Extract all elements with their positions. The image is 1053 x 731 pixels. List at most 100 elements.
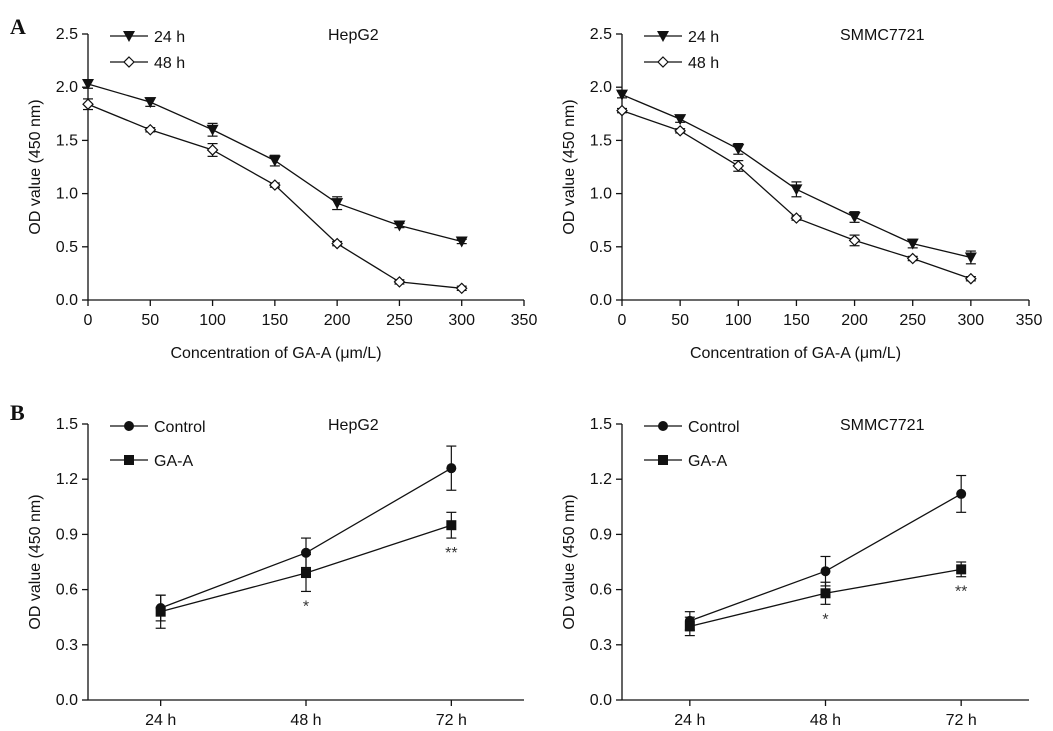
significance-mark: *: [303, 598, 309, 615]
y-tick-label: 2.5: [590, 26, 612, 43]
data-point: [301, 568, 311, 579]
x-tick-label: 150: [262, 312, 289, 329]
chart-title: HepG2: [328, 417, 379, 434]
legend-label: 48 h: [688, 55, 719, 72]
legend-label: 24 h: [688, 29, 719, 46]
panel-letter-a: A: [10, 14, 26, 39]
y-tick-label: 1.5: [590, 416, 612, 433]
data-point: [455, 236, 468, 248]
y-tick-label: 1.2: [590, 471, 612, 488]
x-tick-label: 200: [324, 312, 351, 329]
data-point: [82, 79, 94, 91]
data-point: [393, 276, 406, 288]
data-point: [616, 89, 628, 101]
data-point: [674, 114, 687, 126]
y-tick-label: 0.3: [590, 637, 612, 654]
y-tick-label: 2.0: [56, 79, 78, 96]
legend-label: Control: [154, 419, 206, 436]
legend: 24 h 48 h: [110, 29, 185, 72]
series-ga-a: [684, 561, 967, 637]
chart-4: 0.0 0.3 0.6 0.9 1.2 1.5 24 h 48 h 72 h OD value (…: [561, 416, 1029, 729]
x-tick-label: 48 h: [290, 712, 321, 729]
data-point: [269, 179, 281, 191]
data-point: [906, 238, 919, 250]
series-24-h: [82, 79, 468, 248]
legend: Control GA-A: [644, 419, 740, 470]
chart-title: HepG2: [328, 27, 379, 44]
chart-title: SMMC7721: [840, 27, 925, 44]
data-point: [446, 463, 457, 474]
x-tick-label: 24 h: [145, 712, 176, 729]
y-tick-label: 0.9: [590, 526, 612, 543]
y-tick-label: 1.5: [56, 416, 78, 433]
legend-label: GA-A: [688, 453, 727, 470]
x-tick-label: 300: [448, 312, 475, 329]
y-axis-title: OD value (450 nm): [561, 99, 578, 234]
y-tick-label: 2.5: [56, 26, 78, 43]
data-point: [820, 566, 831, 577]
data-point: [268, 155, 281, 167]
legend-marker: [658, 421, 668, 431]
x-tick-label: 72 h: [436, 712, 467, 729]
charts-group: 0.0 0.5 1.0 1.5 2.0 2.5 0 50 100 150 200 250 300 350 C…: [27, 26, 1042, 729]
data-point: [82, 98, 94, 111]
x-tick-label: 250: [899, 312, 926, 329]
data-point: [155, 606, 166, 617]
legend-label: GA-A: [154, 453, 193, 470]
panel-letter-b: B: [10, 400, 25, 425]
x-tick-label: 50: [671, 312, 689, 329]
legend-marker: [124, 421, 134, 431]
legend: Control GA-A: [110, 419, 206, 470]
x-tick-label: 100: [199, 312, 226, 329]
x-tick-label: 100: [725, 312, 752, 329]
data-point: [964, 252, 977, 264]
data-point: [206, 124, 219, 136]
data-point: [684, 621, 695, 632]
data-point: [848, 234, 861, 247]
y-tick-label: 0.0: [56, 292, 78, 309]
x-tick-label: 48 h: [810, 712, 841, 729]
legend-label: 48 h: [154, 55, 185, 72]
data-point: [446, 520, 457, 531]
data-point: [206, 144, 219, 156]
x-axis-title: Concentration of GA-A (μm/L): [170, 345, 381, 362]
x-axis-title: Concentration of GA-A (μm/L): [690, 345, 901, 362]
data-point: [956, 564, 967, 575]
significance-mark: *: [822, 611, 828, 628]
series-ga-a: [155, 511, 457, 629]
x-tick-label: 0: [618, 312, 627, 329]
data-point: [331, 237, 343, 250]
y-tick-label: 0.6: [56, 582, 78, 599]
data-point: [820, 588, 831, 599]
chart-2: 0.0 0.5 1.0 1.5 2.0 2.5 0 50 100 150 200 250 300 350 C…: [561, 26, 1042, 362]
data-point: [790, 212, 803, 224]
legend-marker: [123, 31, 135, 42]
x-tick-label: 72 h: [946, 712, 977, 729]
series-48-h: [616, 104, 977, 285]
data-point: [848, 212, 861, 224]
data-point: [732, 160, 745, 172]
y-tick-label: 1.0: [56, 186, 78, 203]
data-point: [956, 488, 967, 499]
data-point: [301, 547, 311, 558]
significance-mark: **: [445, 545, 457, 562]
legend-marker: [124, 455, 134, 465]
x-tick-label: 300: [958, 312, 985, 329]
legend-label: Control: [688, 419, 740, 436]
x-tick-label: 250: [386, 312, 413, 329]
chart-1: 0.0 0.5 1.0 1.5 2.0 2.5 0 50 100 150 200 250 300 350 C…: [27, 26, 537, 362]
y-tick-label: 2.0: [590, 79, 612, 96]
x-tick-label: 0: [84, 312, 93, 329]
data-point: [393, 220, 406, 232]
data-point: [674, 124, 686, 137]
y-tick-label: 0.0: [56, 692, 78, 709]
x-tick-label: 150: [783, 312, 810, 329]
x-tick-label: 24 h: [674, 712, 705, 729]
data-point: [732, 143, 745, 155]
data-point: [616, 104, 628, 117]
series-line: [621, 94, 972, 259]
legend-marker: [657, 31, 669, 42]
series-control: [684, 474, 967, 631]
data-point: [790, 184, 803, 196]
